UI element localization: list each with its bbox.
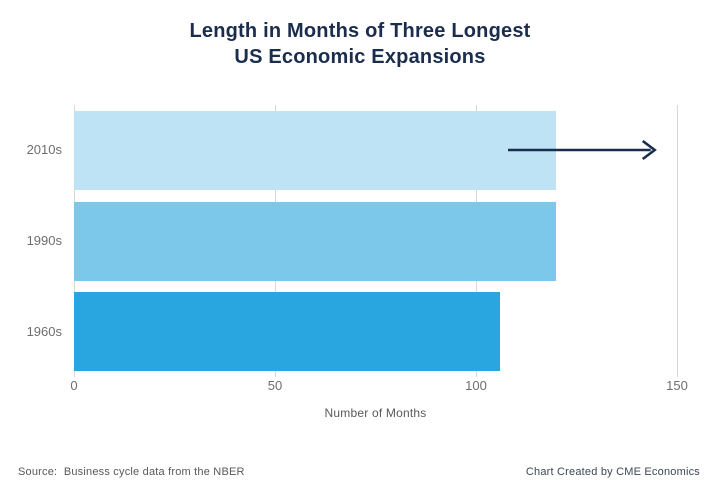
plot-area bbox=[74, 105, 678, 377]
x-tick-label-100: 100 bbox=[465, 378, 487, 393]
bar-1960s bbox=[74, 292, 501, 372]
y-axis-label-1990s: 1990s bbox=[26, 233, 62, 248]
source-attribution: Source: Business cycle data from the NBE… bbox=[18, 466, 245, 478]
x-tick-label-0: 0 bbox=[70, 378, 78, 393]
chart-credit: Chart Created by CME Economics bbox=[525, 466, 700, 478]
gridline-150 bbox=[677, 105, 678, 377]
chart-title-line2: US Economic Expansions bbox=[234, 46, 486, 68]
x-tick-label-150: 150 bbox=[666, 378, 688, 393]
x-axis-title: Number of Months bbox=[324, 406, 427, 420]
bar-2010s bbox=[74, 110, 557, 190]
y-axis-label-1960s: 1960s bbox=[26, 323, 62, 339]
chart-title: Length in Months of Three Longest US Eco… bbox=[0, 18, 720, 70]
y-axis-label-2010s: 2010s bbox=[26, 142, 62, 158]
x-tick-label-50: 50 bbox=[267, 378, 283, 393]
chart-title-line1: Length in Months of Three Longest bbox=[189, 20, 531, 42]
bar-1990s bbox=[74, 201, 557, 281]
